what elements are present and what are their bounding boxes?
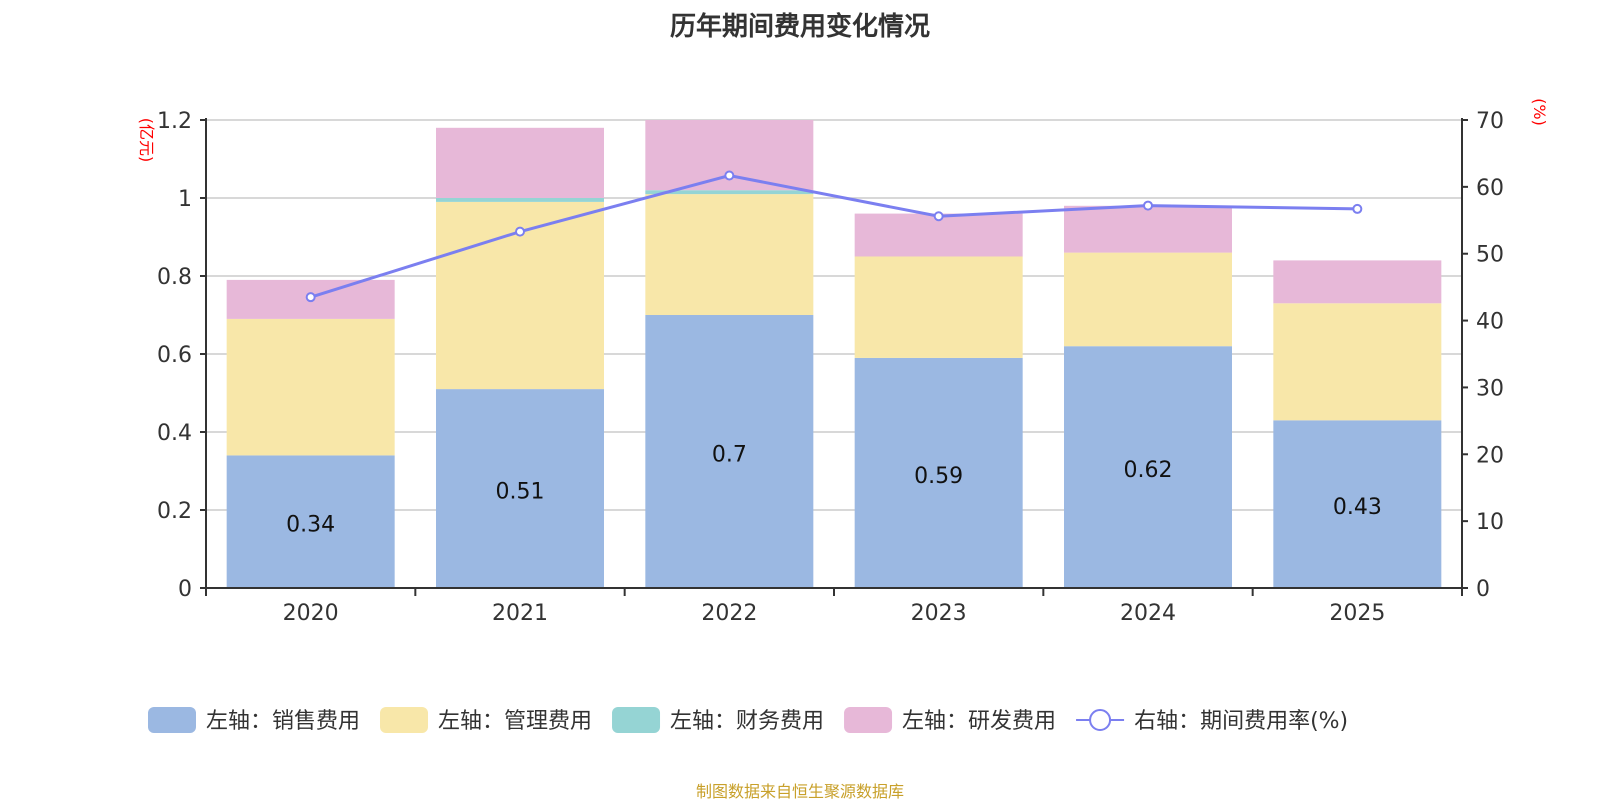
- bar-segment: [1064, 346, 1232, 588]
- bar-segment: [436, 127, 604, 198]
- right-tick-label: 40: [1476, 310, 1504, 335]
- left-tick-label: 0.4: [157, 421, 192, 446]
- bar-segment: [226, 455, 395, 588]
- rate-point: [1352, 203, 1363, 214]
- bar-segment: [1273, 260, 1442, 304]
- bar-segment: [645, 315, 814, 588]
- bar-segment: [854, 256, 1023, 358]
- bar-segment: [645, 194, 814, 315]
- bar-segment: [1064, 252, 1232, 347]
- right-tick-label: 0: [1476, 577, 1490, 602]
- right-tick-label: 50: [1476, 243, 1504, 268]
- rate-line: [310, 173, 1358, 299]
- rate-point: [1143, 200, 1153, 211]
- bar-value-label: 0.59: [914, 464, 963, 489]
- rate-point: [933, 211, 944, 222]
- legend-label: 左轴：销售费用: [206, 709, 360, 734]
- left-axis-unit: (亿元): [137, 118, 156, 163]
- chart-title: 历年期间费用变化情况: [669, 12, 930, 42]
- chart-svg: 0 0.2 0.4 0.6 0.8 1 1.2 0 10 20 30 40 50 60 70 (亿元) (%) 0…: [137, 98, 1549, 734]
- right-tick-label: 70: [1476, 109, 1504, 134]
- left-tick-label: 0: [178, 577, 192, 602]
- bar-value-label: 0.62: [1124, 458, 1173, 483]
- legend-label: 左轴：管理费用: [438, 709, 592, 734]
- bar-segment: [436, 198, 604, 202]
- x-tick-label: 2025: [1329, 601, 1385, 626]
- legend-swatch: [380, 707, 429, 733]
- rate-point: [515, 226, 525, 237]
- source-note: 制图数据来自恒生聚源数据库: [695, 782, 904, 800]
- bar-segment: [436, 389, 604, 588]
- right-tick-label: 10: [1476, 510, 1504, 535]
- left-tick-label: 1.2: [157, 109, 192, 134]
- bar-segment: [854, 357, 1023, 588]
- bar-value-label: 0.34: [286, 513, 335, 538]
- bar-segment: [1064, 205, 1232, 253]
- bar-value-label: 0.43: [1333, 495, 1382, 520]
- right-tick-label: 60: [1476, 176, 1504, 201]
- right-tick-label: 30: [1476, 376, 1504, 401]
- legend-label: 右轴：期间费用率(%): [1134, 709, 1348, 734]
- legend-label: 左轴：研发费用: [902, 709, 1056, 734]
- left-tick-label: 0.6: [157, 343, 192, 368]
- right-tick-label: 20: [1476, 443, 1504, 468]
- bar-value-label: 0.7: [712, 443, 747, 468]
- rate-point: [305, 292, 316, 303]
- x-tick-label: 2022: [701, 601, 757, 626]
- bar-segment: [1273, 303, 1442, 421]
- left-tick-label: 1: [178, 187, 192, 212]
- bar-segment: [645, 190, 814, 195]
- left-tick-label: 0.8: [157, 265, 192, 290]
- bar-value-label: 0.51: [496, 480, 545, 505]
- rate-point: [724, 170, 735, 181]
- legend-swatch: [844, 707, 893, 733]
- bar-segment: [1273, 420, 1442, 588]
- x-tick-label: 2024: [1120, 601, 1176, 626]
- x-tick-label: 2021: [492, 601, 548, 626]
- legend-label: 左轴：财务费用: [670, 709, 824, 734]
- left-tick-label: 0.2: [157, 499, 192, 524]
- bar-segment: [226, 318, 395, 456]
- legend-swatch: [612, 707, 661, 733]
- right-axis-unit: (%): [1530, 98, 1549, 126]
- legend-swatch: [148, 707, 196, 733]
- x-tick-label: 2023: [911, 601, 967, 626]
- legend-circle-icon: [1089, 709, 1112, 731]
- x-tick-label: 2020: [283, 601, 339, 626]
